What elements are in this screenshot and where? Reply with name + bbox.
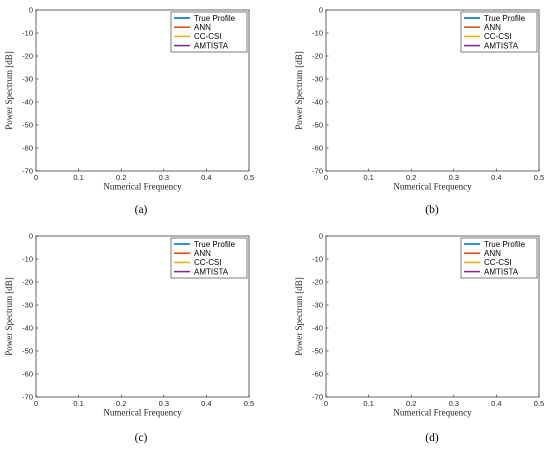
legend-entry: ANN <box>194 23 211 32</box>
y-axis-label: Power Spectrum [dB] <box>294 51 304 130</box>
y-tick-label: -50 <box>312 347 323 356</box>
x-tick-label: 0.4 <box>491 399 501 408</box>
legend-entry: CC-CSI <box>194 32 222 41</box>
y-tick-label: -60 <box>22 370 33 379</box>
y-tick-label: -20 <box>312 278 323 287</box>
legend-entry: True Profile <box>484 240 526 249</box>
x-tick-label: 0.3 <box>159 399 169 408</box>
y-tick-label: -20 <box>22 52 33 61</box>
chart-panel-1: 0 0.1 0.2 0.3 0.4 0.5 0 -10 -20 -30 -40 -50 -60 -70 Nu… <box>4 6 254 216</box>
y-tick-label: -20 <box>22 278 33 287</box>
chart-panel-4: 0 0.1 0.2 0.3 0.4 0.5 0 -10 -20 -30 -40 -50 -60 -70 Nu… <box>294 232 544 444</box>
chart-panel-3: 0 0.1 0.2 0.3 0.4 0.5 0 -10 -20 -30 -40 -50 -60 -70 Nu… <box>4 232 254 444</box>
y-axis-label: Power Spectrum [dB] <box>4 51 14 130</box>
x-tick-label: 0.4 <box>201 399 211 408</box>
y-tick-label: -60 <box>312 144 323 153</box>
x-tick-label: 0.1 <box>363 399 373 408</box>
y-tick-label: 0 <box>319 232 323 241</box>
y-tick-label: -10 <box>22 255 33 264</box>
legend-entry: True Profile <box>194 14 236 23</box>
y-tick-label: 0 <box>29 6 33 15</box>
y-tick-label: -10 <box>22 29 33 38</box>
x-tick-label: 0 <box>34 173 38 182</box>
y-axis-label: Power Spectrum [dB] <box>4 277 14 356</box>
legend-entry: True Profile <box>484 14 526 23</box>
panel-caption: (a) <box>135 204 148 216</box>
y-tick-label: -10 <box>312 29 323 38</box>
x-tick-label: 0 <box>324 173 328 182</box>
panel-caption: (d) <box>425 432 439 444</box>
y-tick-label: -20 <box>312 52 323 61</box>
x-tick-label: 0 <box>324 399 328 408</box>
x-tick-label: 0.2 <box>406 399 416 408</box>
panel-caption: (b) <box>425 204 439 216</box>
legend-entry: True Profile <box>194 240 236 249</box>
y-tick-label: -50 <box>312 121 323 130</box>
y-tick-label: -50 <box>22 121 33 130</box>
x-axis-label: Numerical Frequency <box>103 408 182 418</box>
y-tick-label: -40 <box>312 324 323 333</box>
x-tick-label: 0.1 <box>73 173 83 182</box>
y-tick-label: 0 <box>319 6 323 15</box>
panel-caption: (c) <box>135 432 148 444</box>
y-tick-label: -60 <box>312 370 323 379</box>
y-tick-label: -60 <box>22 144 33 153</box>
x-tick-label: 0.4 <box>491 173 501 182</box>
legend-entry: ANN <box>194 249 211 258</box>
x-tick-label: 0.2 <box>406 173 416 182</box>
legend-entry: AMTISTA <box>484 267 519 276</box>
y-tick-label: -30 <box>312 75 323 84</box>
x-axis-label: Numerical Frequency <box>393 182 472 192</box>
x-tick-label: 0.5 <box>244 399 254 408</box>
y-tick-label: -10 <box>312 255 323 264</box>
legend-entry: AMTISTA <box>194 267 229 276</box>
legend-entry: AMTISTA <box>194 41 229 50</box>
y-tick-label: 0 <box>29 232 33 241</box>
x-tick-label: 0.3 <box>449 173 459 182</box>
y-tick-label: -30 <box>312 301 323 310</box>
legend-entry: AMTISTA <box>484 41 519 50</box>
legend-entry: CC-CSI <box>194 258 222 267</box>
y-tick-label: -40 <box>22 324 33 333</box>
x-tick-label: 0.1 <box>363 173 373 182</box>
x-tick-label: 0 <box>34 399 38 408</box>
chart-panel-2: 0 0.1 0.2 0.3 0.4 0.5 0 -10 -20 -30 -40 -50 -60 -70 Nu… <box>294 6 544 216</box>
x-tick-label: 0.2 <box>116 173 126 182</box>
x-tick-label: 0.2 <box>116 399 126 408</box>
x-tick-label: 0.5 <box>534 399 544 408</box>
legend-entry: ANN <box>484 23 501 32</box>
y-tick-label: -70 <box>22 167 33 176</box>
x-tick-label: 0.5 <box>244 173 254 182</box>
legend-entry: CC-CSI <box>484 258 512 267</box>
x-tick-label: 0.1 <box>73 399 83 408</box>
x-axis-label: Numerical Frequency <box>103 182 182 192</box>
x-tick-label: 0.3 <box>159 173 169 182</box>
y-tick-label: -50 <box>22 347 33 356</box>
y-tick-label: -70 <box>312 167 323 176</box>
legend-entry: CC-CSI <box>484 32 512 41</box>
y-tick-label: -30 <box>22 301 33 310</box>
y-tick-label: -30 <box>22 75 33 84</box>
y-tick-label: -70 <box>22 393 33 402</box>
x-tick-label: 0.5 <box>534 173 544 182</box>
y-tick-label: -40 <box>312 98 323 107</box>
x-tick-label: 0.3 <box>449 399 459 408</box>
y-axis-label: Power Spectrum [dB] <box>294 277 304 356</box>
x-tick-label: 0.4 <box>201 173 211 182</box>
y-tick-label: -70 <box>312 393 323 402</box>
legend-entry: ANN <box>484 249 501 258</box>
y-tick-label: -40 <box>22 98 33 107</box>
x-axis-label: Numerical Frequency <box>393 408 472 418</box>
